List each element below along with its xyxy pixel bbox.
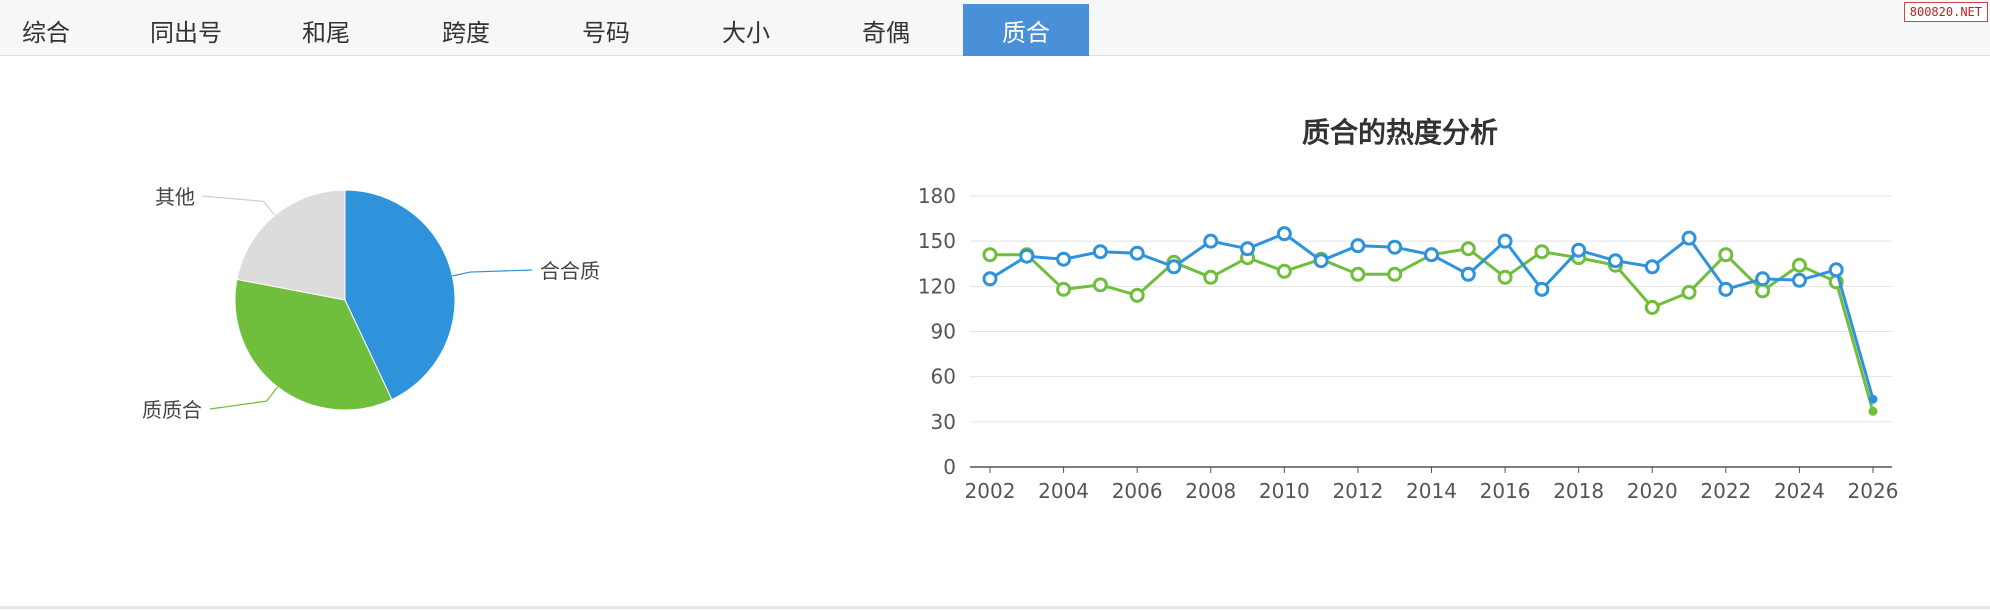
series-point[interactable] [1240,241,1256,257]
x-tick-label: 2024 [1774,479,1825,503]
pie-label-line [209,386,279,410]
tab-7[interactable]: 奇偶 [862,18,910,47]
x-tick-label: 2004 [1038,479,1089,503]
series-point[interactable] [1129,245,1145,261]
series-point[interactable] [1791,272,1807,288]
y-tick-label: 60 [931,365,956,389]
pie-label: 合合质 [540,259,600,283]
x-tick-label: 2010 [1259,479,1310,503]
series-point[interactable] [1868,394,1878,404]
series-point[interactable] [1534,281,1550,297]
x-tick-label: 2002 [965,479,1016,503]
pie-label-line [201,195,276,216]
series-point[interactable] [1424,247,1439,263]
series-point[interactable] [982,271,998,287]
tab-3[interactable]: 和尾 [302,18,350,47]
pie-label-line [452,269,533,277]
chart-title: 质合的热度分析 [1302,116,1498,149]
series-point[interactable] [1718,247,1734,263]
x-tick-label: 2006 [1112,479,1163,503]
series-point[interactable] [1129,287,1145,303]
series-point[interactable] [1203,233,1219,249]
x-tick-label: 2016 [1480,479,1531,503]
series-point[interactable] [1092,277,1108,293]
x-tick-label: 2018 [1553,479,1604,503]
series-point[interactable] [1460,241,1476,257]
y-tick-label: 150 [918,229,956,253]
series-point[interactable] [1019,248,1035,264]
series-point[interactable] [982,247,998,263]
x-tick-label: 2014 [1406,479,1457,503]
series-point[interactable] [1166,259,1182,275]
series-point[interactable] [1387,266,1403,282]
series-point[interactable] [1497,269,1513,285]
pie-slice[interactable] [344,189,456,401]
series-point[interactable] [1681,284,1697,300]
series-point[interactable] [1755,283,1771,299]
series-point[interactable] [1607,253,1623,269]
tab-1[interactable]: 综合 [22,18,70,47]
x-tick-label: 2020 [1627,479,1678,503]
y-tick-label: 0 [943,455,956,479]
tab-bar: 综合 同出号 和尾 跨度 号码 大小 奇偶 质合 [0,0,1990,56]
series-point[interactable] [1276,226,1292,242]
bottom-divider [0,606,1990,609]
line-chart: 质合的热度分析 0 30 60 90 120 150 180 2002 2004 2006 2008 2… [918,116,1899,503]
series-point[interactable] [1681,230,1697,246]
series-point[interactable] [1644,259,1660,275]
series-point[interactable] [1868,406,1878,416]
series-point[interactable] [1056,281,1072,297]
series-point[interactable] [1791,257,1807,273]
x-tick-label: 2008 [1185,479,1236,503]
y-tick-label: 90 [931,320,956,344]
series-point[interactable] [1497,233,1513,249]
series-point[interactable] [1534,244,1550,260]
x-tick-label: 2026 [1848,479,1899,503]
tab-6[interactable]: 大小 [722,18,770,47]
y-tick-label: 30 [931,410,956,434]
y-tick-label: 120 [918,274,956,298]
pie-label: 其他 [155,185,195,209]
series-point[interactable] [1350,238,1366,254]
series-point[interactable] [1203,269,1219,285]
series-point[interactable] [1460,266,1476,282]
series-point[interactable] [1571,242,1587,258]
tab-4[interactable]: 跨度 [442,18,490,47]
tab-5[interactable]: 号码 [582,18,630,47]
series-point[interactable] [1644,299,1660,315]
pie-label: 质质合 [142,398,202,422]
series-point[interactable] [1350,266,1366,282]
x-tick-label: 2012 [1332,479,1383,503]
series-point[interactable] [1056,251,1072,267]
series-line [990,247,1875,412]
tab-8[interactable]: 质合 [963,4,1089,56]
series-point[interactable] [1092,244,1108,260]
series-point[interactable] [1828,262,1844,278]
tab-2[interactable]: 同出号 [150,18,222,47]
x-tick-label: 2022 [1700,479,1751,503]
series-point[interactable] [1387,239,1403,255]
series-point[interactable] [1313,253,1329,269]
series-point[interactable] [1276,263,1292,279]
y-tick-label: 180 [918,184,956,208]
series-point[interactable] [1755,271,1771,287]
series-point[interactable] [1718,281,1734,297]
site-watermark: 800820.NET [1903,2,1988,22]
